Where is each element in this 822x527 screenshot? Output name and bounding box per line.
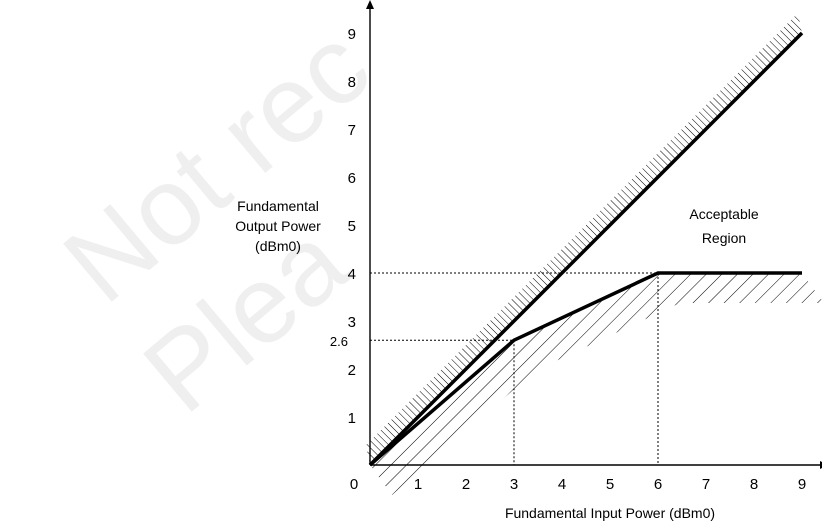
y-tick-label-extra: 2.6 xyxy=(330,334,348,349)
y-tick-label: 5 xyxy=(348,218,356,235)
y-tick-label: 7 xyxy=(348,122,356,139)
hatch-layer xyxy=(366,13,822,495)
x-tick-label: 3 xyxy=(510,476,518,493)
y-tick-label: 1 xyxy=(348,410,356,427)
x-tick-label: 6 xyxy=(654,476,662,493)
hatch-upper-boundary xyxy=(366,13,802,465)
y-tick-label: 6 xyxy=(348,170,356,187)
y-axis-label-line-2: Output Power xyxy=(235,218,321,234)
acceptable-region-label: Acceptable Region xyxy=(664,202,784,250)
y-axis-label: Fundamental Output Power (dBm0) xyxy=(214,196,342,256)
y-tick-label: 8 xyxy=(348,74,356,91)
x-tick-label: 4 xyxy=(558,476,566,493)
x-axis-label: Fundamental Input Power (dBm0) xyxy=(504,505,716,521)
region-label-line-1: Acceptable xyxy=(689,206,759,222)
x-tick-label: 9 xyxy=(798,476,806,493)
y-axis-label-line-1: Fundamental xyxy=(237,198,319,214)
tick-labels: 0 1 2 3 4 5 6 7 8 9 1 2 3 4 5 6 7 8 9 2.6 xyxy=(330,26,806,493)
x-tick-label: 8 xyxy=(750,476,758,493)
y-tick-label: 2 xyxy=(348,362,356,379)
series-line-1 xyxy=(368,31,804,467)
series-line-2 xyxy=(368,271,802,467)
hatch-lower-boundary xyxy=(370,273,822,495)
y-axis-label-line-3: (dBm0) xyxy=(255,238,301,254)
series-layer xyxy=(368,31,804,467)
x-tick-label: 1 xyxy=(414,476,422,493)
x-tick-label: 0 xyxy=(350,476,358,493)
y-tick-label: 4 xyxy=(348,266,356,283)
x-tick-label: 5 xyxy=(606,476,614,493)
y-tick-label: 3 xyxy=(348,314,356,331)
y-tick-label: 9 xyxy=(348,26,356,43)
x-tick-label: 7 xyxy=(702,476,710,493)
region-label-line-2: Region xyxy=(701,230,747,246)
y-axis-arrow xyxy=(366,0,374,9)
x-tick-label: 2 xyxy=(462,476,470,493)
